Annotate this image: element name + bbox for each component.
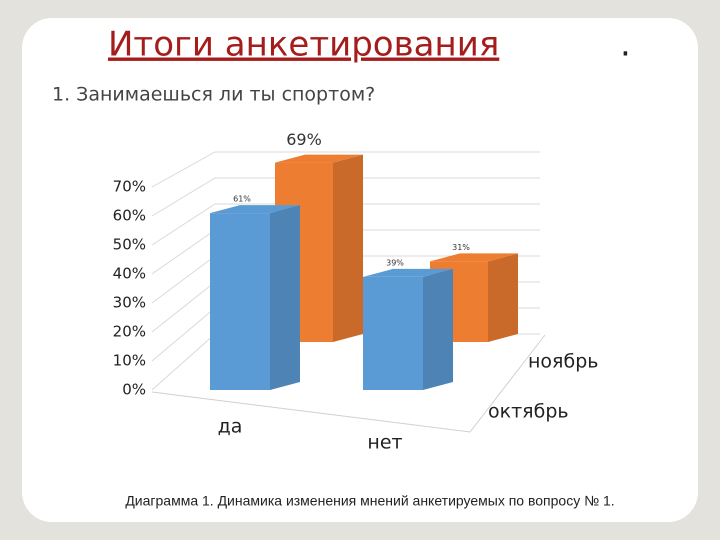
y-tick-label: 50% xyxy=(113,236,146,254)
y-tick-label: 40% xyxy=(113,265,146,283)
title-punct: . xyxy=(620,25,631,65)
y-tick-label: 60% xyxy=(113,207,146,225)
bar-top xyxy=(430,253,518,262)
bar-side xyxy=(423,268,453,390)
x-tick-label: нет xyxy=(367,432,402,454)
y-tick-label: 20% xyxy=(113,323,146,341)
bar-side xyxy=(270,205,300,390)
bar-side xyxy=(333,154,363,342)
y-tick-label: 30% xyxy=(113,294,146,312)
grid-line xyxy=(151,151,540,188)
depth-label: ноябрь xyxy=(528,351,598,373)
bar xyxy=(210,205,300,390)
grid-line xyxy=(151,203,540,246)
y-tick-label: 70% xyxy=(113,178,146,196)
subtitle: 1. Занимаешься ли ты спортом? xyxy=(52,84,375,106)
value-label: 31% xyxy=(452,243,470,252)
bar-top xyxy=(363,268,453,277)
caption: Диаграмма 1. Динамика изменения мнений а… xyxy=(125,493,614,509)
title: Итоги анкетирования xyxy=(108,25,499,65)
bar-top xyxy=(275,154,363,163)
bar-side xyxy=(488,253,518,342)
value-label: 39% xyxy=(386,258,404,267)
bar-front xyxy=(210,213,270,390)
floor xyxy=(151,334,546,433)
x-tick-label: да xyxy=(218,416,243,438)
depth-label: октябрь xyxy=(488,401,569,423)
bar xyxy=(363,268,453,390)
bar-top xyxy=(210,205,300,214)
y-tick-label: 0% xyxy=(122,381,146,399)
value-label: 61% xyxy=(233,195,251,204)
grid-line xyxy=(151,177,540,217)
value-label: 69% xyxy=(286,130,322,149)
y-tick-label: 10% xyxy=(113,352,146,370)
bar-front xyxy=(363,276,423,390)
